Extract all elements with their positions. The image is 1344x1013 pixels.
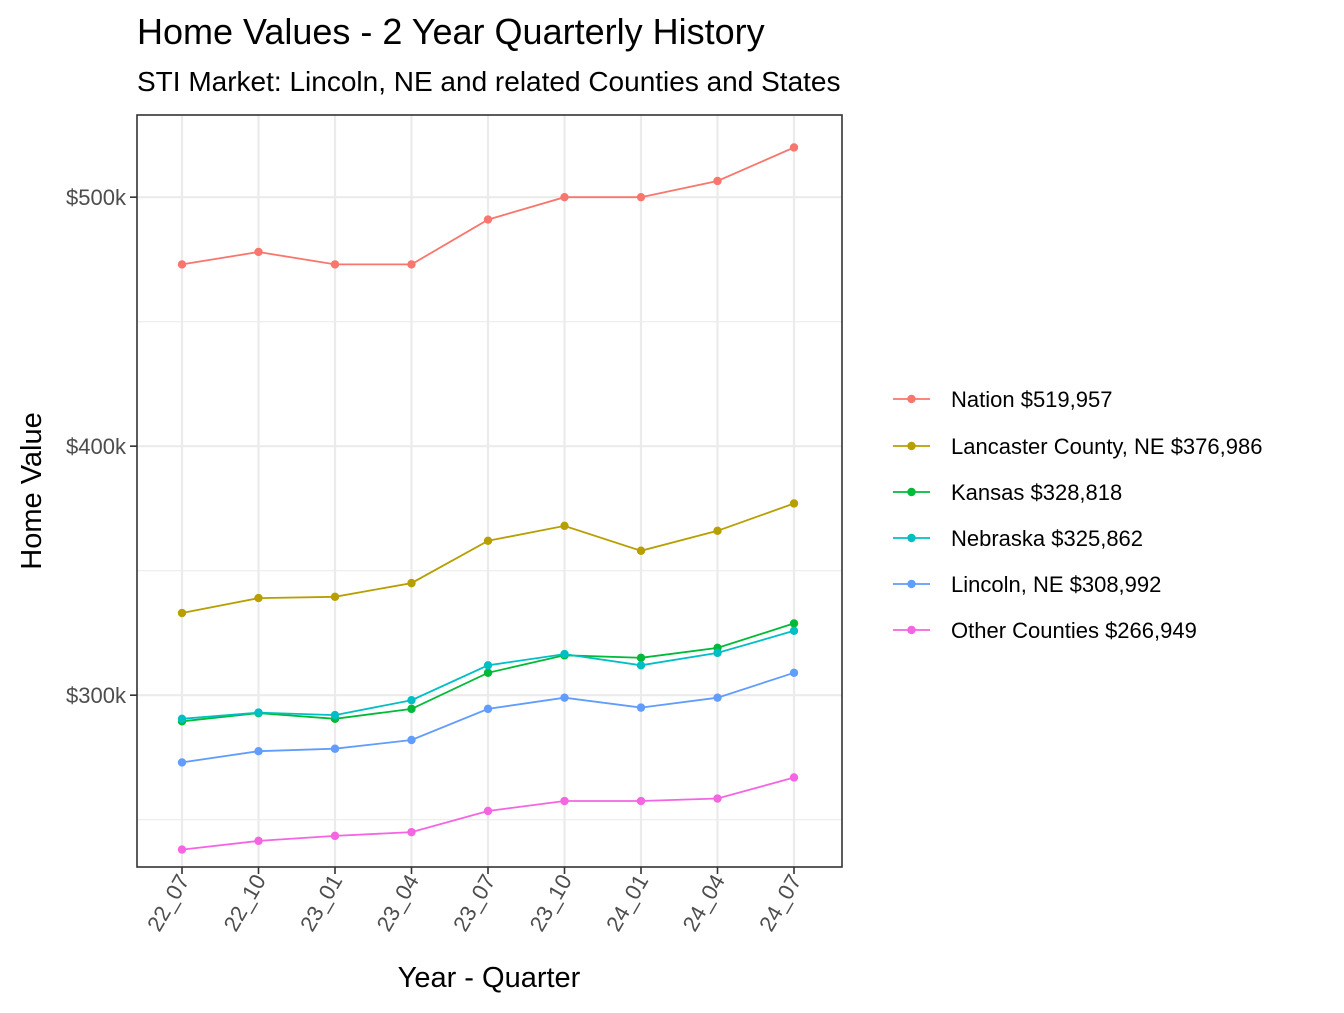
plot-border xyxy=(136,114,843,868)
x-tick-label: 23_07 xyxy=(448,870,500,935)
data-point xyxy=(789,499,799,508)
data-point xyxy=(254,593,263,603)
x-tick-label: 24_04 xyxy=(678,870,730,935)
legend-key-point xyxy=(907,487,916,497)
data-point xyxy=(407,578,416,588)
data-point xyxy=(483,704,493,714)
x-tick-label: 22_10 xyxy=(219,870,271,935)
data-point xyxy=(254,247,263,257)
data-point xyxy=(330,744,340,753)
data-point xyxy=(177,714,187,724)
series-group xyxy=(177,773,799,854)
series-layer xyxy=(177,143,799,854)
x-tick-label: 24_01 xyxy=(601,870,653,935)
y-tick-label: $300k xyxy=(66,683,127,708)
data-point xyxy=(560,796,569,806)
x-axis-label: Year - Quarter xyxy=(398,962,581,994)
data-point xyxy=(483,661,493,670)
minor-gridlines xyxy=(137,321,842,821)
data-point xyxy=(330,831,340,841)
data-point xyxy=(177,260,187,269)
data-point xyxy=(254,747,263,756)
legend-key-point xyxy=(907,394,916,404)
x-axis: 22_07 22_10 23_01 23_04 23_07 23_10 24_01 24_04… xyxy=(142,867,806,935)
data-point xyxy=(560,192,569,202)
data-point xyxy=(713,794,722,803)
data-point xyxy=(330,260,340,269)
legend-label: Lincoln, NE $308,992 xyxy=(951,572,1161,597)
data-point xyxy=(254,708,263,717)
legend-label: Lancaster County, NE $376,986 xyxy=(951,434,1262,459)
legend-label: Other Counties $266,949 xyxy=(951,618,1197,643)
legend-item: Kansas $328,818 xyxy=(893,480,1122,505)
legend: Nation $519,957 Lancaster County, NE $376… xyxy=(893,387,1262,643)
data-point xyxy=(177,758,187,767)
data-point xyxy=(560,693,569,702)
legend-key-point xyxy=(907,441,916,451)
y-tick-label: $400k xyxy=(66,434,127,459)
data-point xyxy=(483,668,493,677)
data-point xyxy=(789,668,799,677)
legend-key-point xyxy=(907,579,916,589)
data-point xyxy=(407,695,416,705)
x-tick-label: 23_01 xyxy=(295,870,347,935)
data-point xyxy=(636,796,646,806)
data-point xyxy=(330,592,340,602)
x-tick-label: 23_04 xyxy=(372,870,424,935)
chart-title: Home Values - 2 Year Quarterly History xyxy=(137,11,765,52)
data-point xyxy=(713,526,722,536)
legend-item: Nation $519,957 xyxy=(893,387,1112,412)
data-point xyxy=(560,649,569,659)
chart-subtitle: STI Market: Lincoln, NE and related Coun… xyxy=(137,66,841,97)
data-point xyxy=(177,845,187,854)
plot-panel xyxy=(137,115,842,867)
legend-item: Lincoln, NE $308,992 xyxy=(893,572,1161,597)
legend-item: Lancaster County, NE $376,986 xyxy=(893,434,1262,459)
legend-key-point xyxy=(907,533,916,543)
data-point xyxy=(407,735,416,745)
y-axis: $300k $400k $500k xyxy=(66,185,137,708)
series-group xyxy=(177,499,799,618)
y-axis-label: Home Value xyxy=(16,412,48,569)
data-point xyxy=(636,661,646,670)
data-point xyxy=(254,836,263,846)
data-point xyxy=(330,710,340,720)
data-point xyxy=(483,215,493,224)
data-point xyxy=(713,648,722,658)
data-point xyxy=(636,546,646,555)
y-tick-label: $500k xyxy=(66,185,127,210)
data-point xyxy=(713,693,722,702)
series-group xyxy=(177,143,799,269)
data-point xyxy=(789,626,799,635)
data-point xyxy=(483,806,493,816)
data-point xyxy=(636,192,646,202)
legend-item: Nebraska $325,862 xyxy=(893,526,1143,551)
data-point xyxy=(560,521,569,531)
series-group xyxy=(177,626,799,724)
data-point xyxy=(407,827,416,837)
data-point xyxy=(789,773,799,782)
data-point xyxy=(636,703,646,712)
data-point xyxy=(789,143,799,152)
data-point xyxy=(177,608,187,618)
series-group xyxy=(177,668,799,767)
x-tick-label: 23_10 xyxy=(525,870,577,935)
legend-label: Kansas $328,818 xyxy=(951,480,1122,505)
legend-item: Other Counties $266,949 xyxy=(893,618,1197,643)
data-point xyxy=(713,176,722,186)
legend-label: Nation $519,957 xyxy=(951,387,1112,412)
legend-key-point xyxy=(907,625,916,635)
legend-label: Nebraska $325,862 xyxy=(951,526,1143,551)
data-point xyxy=(636,653,646,663)
x-tick-label: 22_07 xyxy=(142,870,194,935)
data-point xyxy=(407,260,416,269)
x-tick-label: 24_07 xyxy=(754,870,806,935)
data-point xyxy=(407,704,416,714)
data-point xyxy=(483,536,493,546)
data-point xyxy=(789,619,799,628)
